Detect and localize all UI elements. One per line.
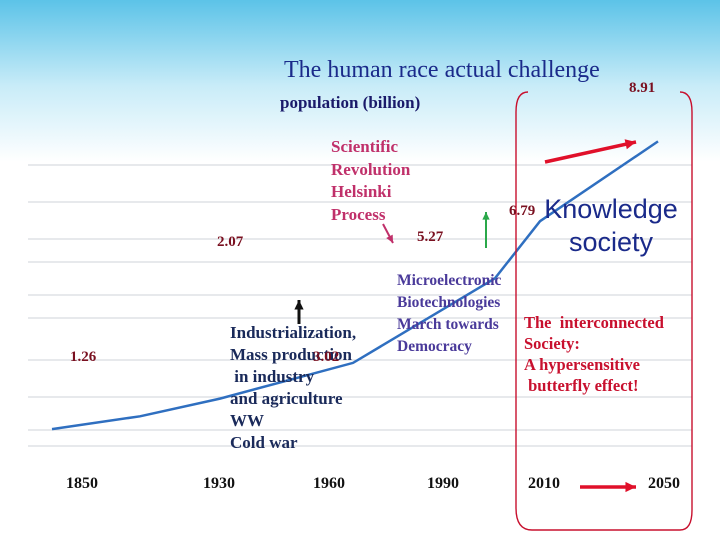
annotation-line: The interconnected [524,313,664,332]
industrialization-annotation: Industrialization, Mass production in in… [230,322,356,454]
data-label: 2.07 [217,233,244,250]
red-arrow-icon [544,139,637,164]
annotation-line: and agriculture [230,389,343,408]
x-tick-label: 1850 [66,475,98,492]
future-bracket [515,91,693,531]
black-arrow-icon [294,300,304,324]
chart-title: The human race actual challenge [284,57,600,83]
x-tick-label: 1930 [203,475,235,492]
annotation-line: in industry [230,367,315,386]
scientific-revolution-annotation: Scientific Revolution Helsinki Process [331,136,410,226]
x-tick-label: 1960 [313,475,345,492]
gridlines [28,164,692,447]
annotation-line: Society: [524,334,580,353]
annotation-line: March towards [397,316,499,333]
annotation-line: Industrialization, [230,323,357,342]
x-tick-label: 2050 [648,475,680,492]
annotation-line: Mass production [230,345,353,364]
annotation-line: Microelectronic [397,272,502,289]
data-label: 6.79 [509,203,536,220]
green-arrow-icon [482,212,490,248]
red-arrow-icon [580,481,636,493]
data-label: 5.27 [417,229,444,246]
annotation-line: Helsinki [331,182,392,201]
annotation-line: Biotechnologies [397,294,501,311]
y-axis-label: population (billion) [280,93,421,112]
annotation-line: Process [331,204,386,224]
population-line [51,140,659,431]
data-label: 1.26 [70,349,97,366]
annotation-line: Revolution [331,159,411,179]
annotation-line: Democracy [397,338,472,355]
interconnected-society-annotation: The interconnected Society: A hypersensi… [524,312,664,396]
x-tick-label: 1990 [427,475,459,492]
microelectronic-annotation: Microelectronic Biotechnologies March to… [397,270,501,358]
annotation-line: Scientific [331,137,399,156]
knowledge-society-label: Knowledge society [544,194,678,257]
data-label: 8.91 [629,80,656,97]
annotation-line: WW [230,411,264,430]
x-tick-label: 2010 [528,475,560,492]
annotation-arrows [294,139,637,493]
data-label: 3.02 [313,348,340,365]
annotation-line: A hypersensitive [524,355,640,374]
annotation-line: butterfly effect! [524,376,639,395]
annotation-line: Cold war [230,433,298,452]
pink-arrow-icon [382,223,394,244]
